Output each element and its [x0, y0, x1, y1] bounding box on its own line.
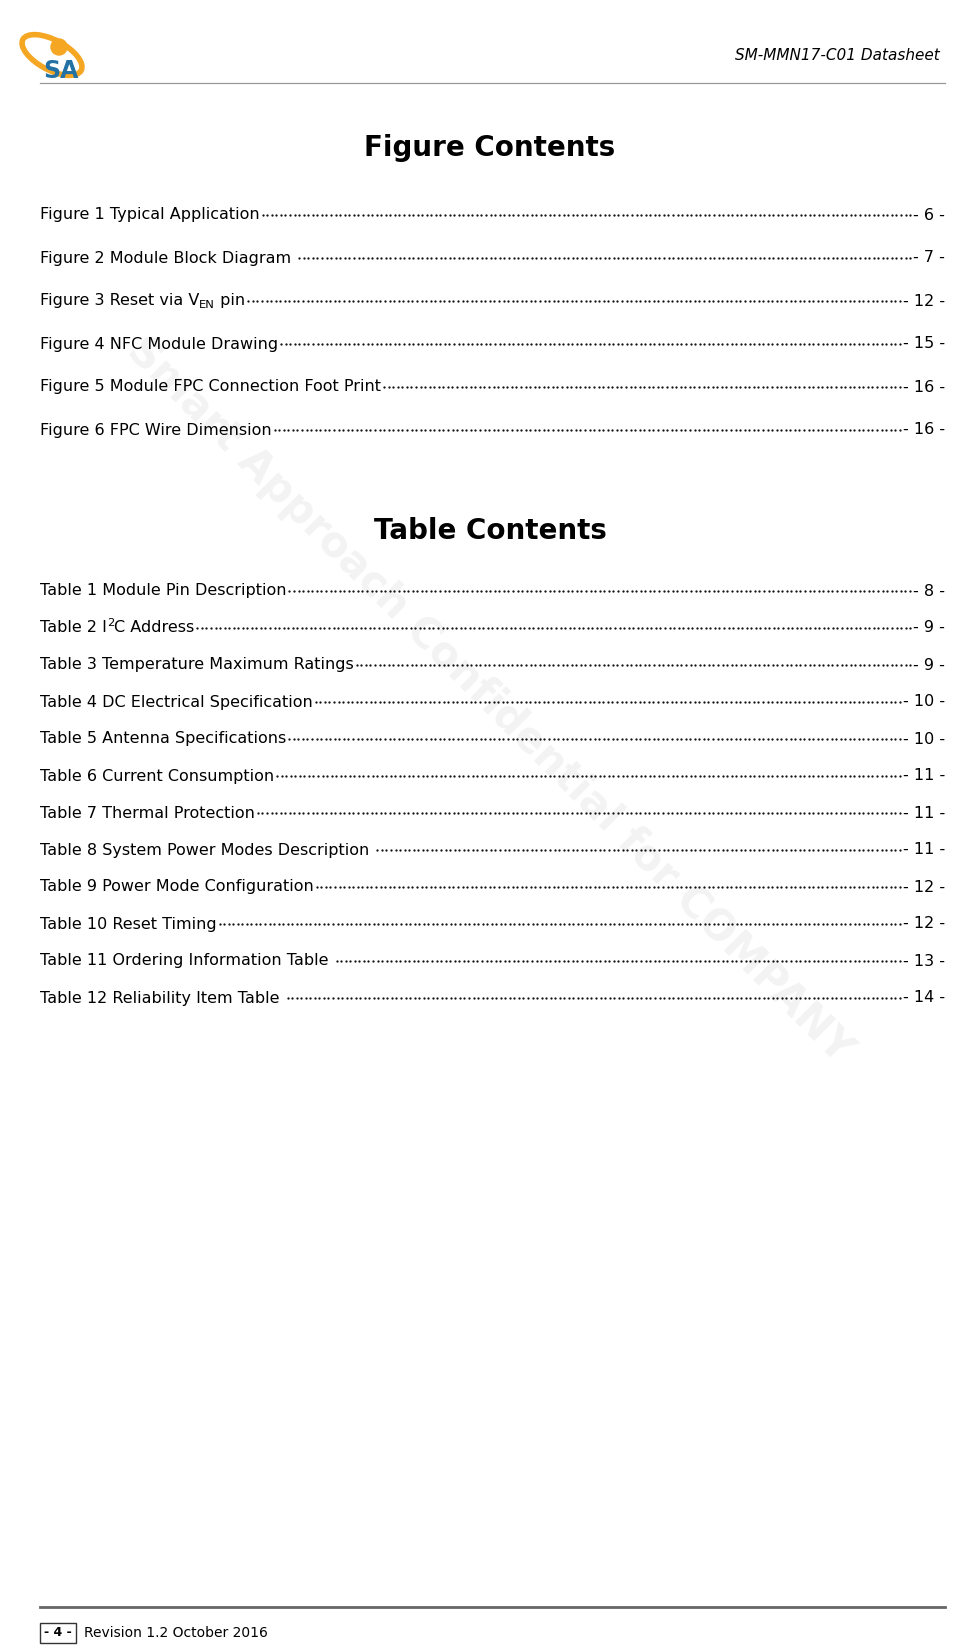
Text: - 10 -: - 10 - — [902, 695, 944, 710]
Text: - 13 -: - 13 - — [902, 954, 944, 968]
Text: Figure 5 Module FPC Connection Foot Print: Figure 5 Module FPC Connection Foot Prin… — [40, 379, 380, 395]
Text: - 6 -: - 6 - — [912, 208, 944, 222]
Text: pin: pin — [215, 293, 245, 308]
Text: - 11 -: - 11 - — [902, 769, 944, 784]
Text: - 8 -: - 8 - — [912, 583, 944, 598]
Text: Table 4 DC Electrical Specification: Table 4 DC Electrical Specification — [40, 695, 312, 710]
Text: - 11 -: - 11 - — [902, 843, 944, 858]
Text: Table 1 Module Pin Description: Table 1 Module Pin Description — [40, 583, 287, 598]
Text: Figure 3 Reset via V: Figure 3 Reset via V — [40, 293, 200, 308]
Circle shape — [51, 40, 67, 54]
Text: 2: 2 — [107, 618, 114, 629]
Text: EN: EN — [200, 300, 215, 310]
Text: Table 7 Thermal Protection: Table 7 Thermal Protection — [40, 805, 254, 820]
Text: SA: SA — [43, 59, 78, 82]
Text: Table 3 Temperature Maximum Ratings: Table 3 Temperature Maximum Ratings — [40, 657, 353, 672]
Text: - 9 -: - 9 - — [912, 657, 944, 672]
Text: Table 9 Power Mode Configuration: Table 9 Power Mode Configuration — [40, 879, 313, 894]
Text: Figure 2 Module Block Diagram: Figure 2 Module Block Diagram — [40, 250, 296, 265]
Text: - 15 -: - 15 - — [902, 336, 944, 351]
Text: Table 2 I: Table 2 I — [40, 621, 107, 636]
Text: Figure 1 Typical Application: Figure 1 Typical Application — [40, 208, 259, 222]
Text: - 16 -: - 16 - — [902, 423, 944, 438]
Text: - 11 -: - 11 - — [902, 805, 944, 820]
Text: Table 6 Current Consumption: Table 6 Current Consumption — [40, 769, 274, 784]
Text: - 12 -: - 12 - — [902, 879, 944, 894]
Text: - 14 -: - 14 - — [902, 990, 944, 1006]
Text: C Address: C Address — [114, 621, 195, 636]
Text: - 7 -: - 7 - — [912, 250, 944, 265]
Text: - 9 -: - 9 - — [912, 621, 944, 636]
Text: Table 12 Reliability Item Table: Table 12 Reliability Item Table — [40, 990, 285, 1006]
Text: SM-MMN17-C01 Datasheet: SM-MMN17-C01 Datasheet — [734, 48, 939, 63]
Text: Revision 1.2 October 2016: Revision 1.2 October 2016 — [84, 1626, 268, 1640]
Text: Table 10 Reset Timing: Table 10 Reset Timing — [40, 916, 216, 932]
Text: - 16 -: - 16 - — [902, 379, 944, 395]
Text: Table 8 System Power Modes Description: Table 8 System Power Modes Description — [40, 843, 374, 858]
FancyBboxPatch shape — [40, 1622, 76, 1644]
Text: - 12 -: - 12 - — [902, 916, 944, 932]
Text: Smart Approach Confidential for COMPANY: Smart Approach Confidential for COMPANY — [119, 329, 860, 1071]
Text: - 4 -: - 4 - — [44, 1627, 71, 1639]
Text: - 10 -: - 10 - — [902, 731, 944, 746]
Text: Figure Contents: Figure Contents — [364, 133, 615, 161]
Text: Table 11 Ordering Information Table: Table 11 Ordering Information Table — [40, 954, 333, 968]
Text: Table Contents: Table Contents — [374, 517, 605, 545]
Text: - 12 -: - 12 - — [902, 293, 944, 308]
Text: Table 5 Antenna Specifications: Table 5 Antenna Specifications — [40, 731, 286, 746]
Text: Figure 6 FPC Wire Dimension: Figure 6 FPC Wire Dimension — [40, 423, 271, 438]
Text: Figure 4 NFC Module Drawing: Figure 4 NFC Module Drawing — [40, 336, 278, 351]
